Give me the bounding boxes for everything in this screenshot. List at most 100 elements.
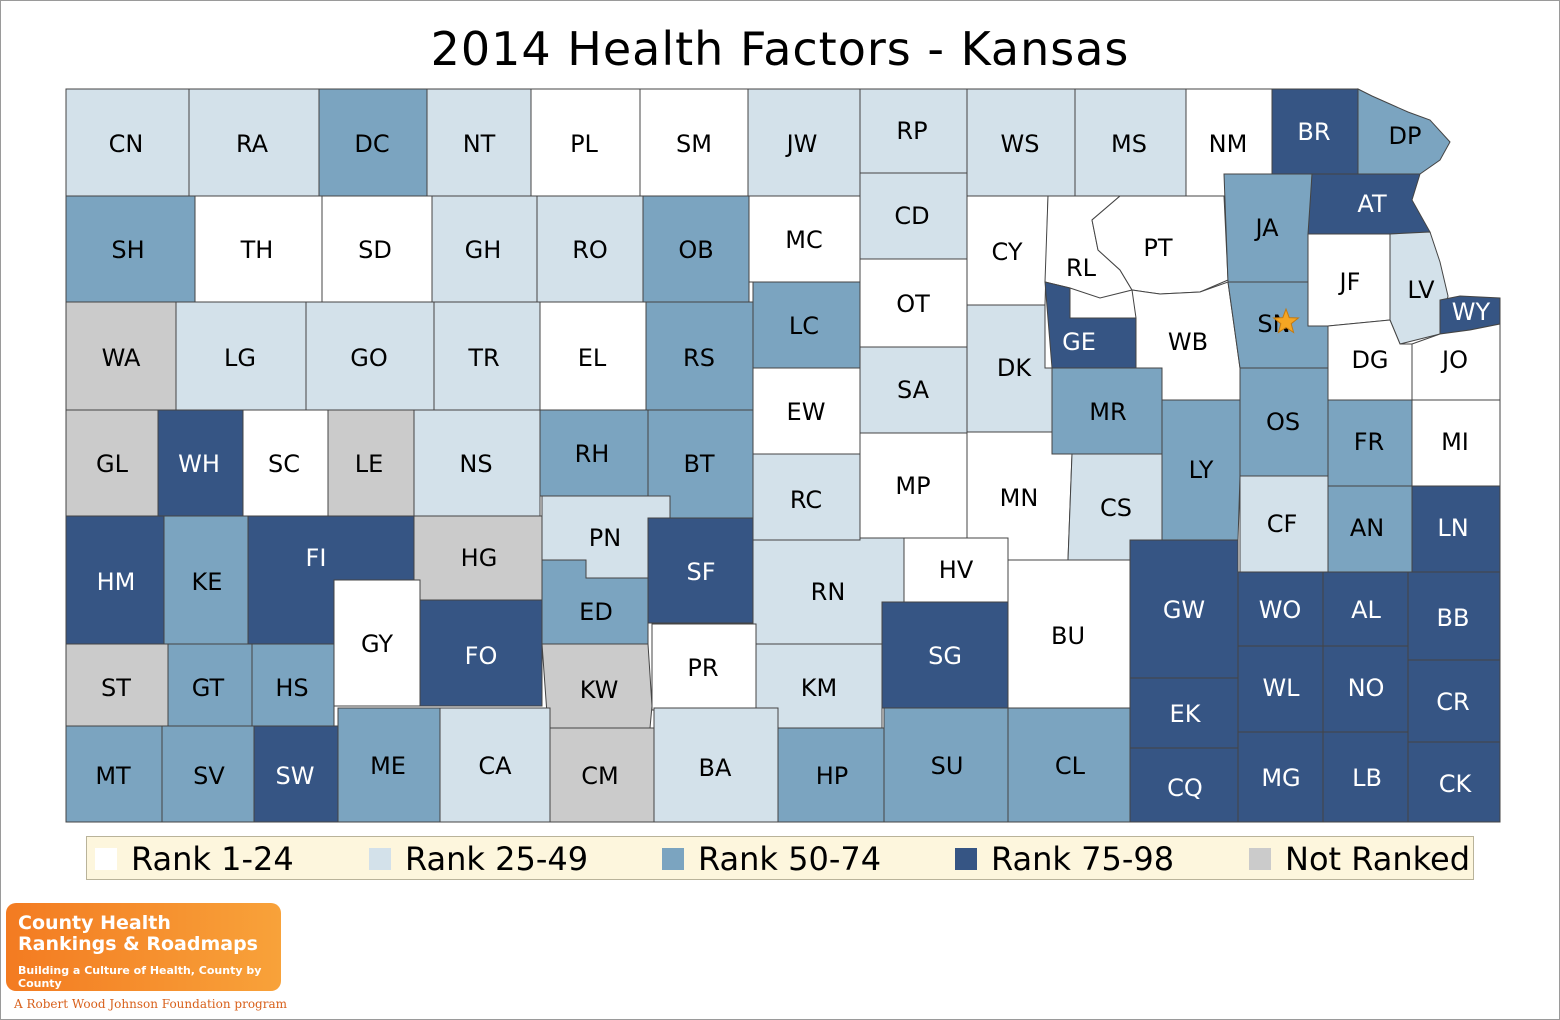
county-label-st: ST — [101, 674, 131, 702]
county-label-mr: MR — [1089, 398, 1126, 426]
chr-logo: County Health Rankings & Roadmaps Buildi… — [6, 903, 281, 991]
legend-item: Rank 1-24 — [95, 837, 294, 881]
county-cq — [1129, 747, 1239, 823]
county-cr — [1407, 659, 1501, 743]
county-label-sa: SA — [897, 376, 930, 404]
county-label-lv: LV — [1407, 276, 1435, 304]
county-label-mp: MP — [895, 472, 930, 500]
map-title: 2014 Health Factors - Kansas — [430, 22, 1130, 76]
star-icon — [1272, 307, 1300, 334]
county-label-rl: RL — [1066, 254, 1097, 282]
legend-label: Rank 25-49 — [405, 840, 589, 878]
county-label-gw: GW — [1163, 596, 1205, 624]
county-st — [65, 643, 169, 727]
county-label-at: AT — [1357, 190, 1387, 218]
county-label-ca: CA — [478, 752, 512, 780]
county-label-jo: JO — [1440, 346, 1468, 374]
county-label-mi: MI — [1441, 428, 1469, 456]
county-label-hs: HS — [275, 674, 308, 702]
legend-label: Rank 1-24 — [131, 840, 294, 878]
county-cd — [859, 172, 968, 260]
county-ck — [1407, 741, 1501, 823]
county-hv — [903, 537, 1009, 603]
county-gy — [333, 579, 421, 707]
county-label-cr: CR — [1436, 688, 1469, 716]
county-label-ws: WS — [1001, 130, 1040, 158]
county-label-rp: RP — [896, 117, 927, 145]
county-hs — [251, 643, 335, 727]
county-mp — [859, 432, 968, 539]
county-label-sc: SC — [268, 450, 300, 478]
county-label-rc: RC — [790, 486, 822, 514]
county-label-ke: KE — [192, 568, 223, 596]
county-label-go: GO — [350, 344, 388, 372]
county-me — [337, 707, 441, 823]
county-label-sf: SF — [686, 558, 715, 586]
county-ln — [1411, 485, 1501, 573]
county-label-me: ME — [370, 752, 406, 780]
county-no — [1322, 645, 1409, 733]
county-label-pn: PN — [589, 524, 621, 552]
county-label-ly: LY — [1189, 456, 1214, 484]
county-lc — [752, 281, 861, 369]
legend-label: Rank 50-74 — [698, 840, 882, 878]
county-gh — [431, 195, 538, 303]
legend-item: Not Ranked — [1249, 837, 1470, 881]
county-sa — [859, 346, 968, 434]
legend-swatch — [95, 848, 117, 870]
county-mt — [65, 725, 163, 823]
county-label-lc: LC — [789, 312, 819, 340]
county-label-mt: MT — [95, 762, 131, 790]
county-wo — [1237, 571, 1324, 647]
county-hp — [777, 727, 885, 823]
county-label-hg: HG — [461, 544, 498, 572]
county-label-wy: WY — [1452, 298, 1491, 326]
county-label-rh: RH — [575, 440, 610, 468]
county-label-pr: PR — [687, 654, 718, 682]
county-label-ed: ED — [579, 598, 613, 626]
county-label-gh: GH — [465, 236, 502, 264]
county-label-nt: NT — [463, 130, 496, 158]
county-ra — [188, 88, 320, 197]
county-cn — [65, 88, 190, 197]
county-label-ck: CK — [1439, 770, 1473, 798]
county-label-lg: LG — [224, 344, 256, 372]
county-os — [1239, 367, 1329, 477]
county-label-el: EL — [578, 344, 607, 372]
county-jw — [747, 88, 861, 197]
county-lg — [175, 301, 307, 411]
county-bb — [1407, 571, 1501, 661]
county-label-sv: SV — [193, 762, 225, 790]
county-label-ge: GE — [1062, 328, 1096, 356]
county-ob — [642, 195, 750, 303]
county-label-pl: PL — [570, 130, 598, 158]
county-label-lb: LB — [1352, 764, 1382, 792]
county-label-no: NO — [1348, 674, 1385, 702]
county-cf — [1239, 475, 1329, 573]
county-label-fr: FR — [1354, 428, 1384, 456]
legend-item: Rank 50-74 — [662, 837, 881, 881]
county-label-sh: SH — [111, 236, 144, 264]
county-ot — [859, 258, 968, 348]
county-label-cy: CY — [992, 238, 1023, 266]
county-label-gy: GY — [361, 630, 393, 658]
county-label-cm: CM — [581, 762, 618, 790]
county-mi — [1411, 399, 1501, 487]
logo-subline: A Robert Wood Johnson Foundation program — [14, 997, 287, 1011]
logo-line-2: Rankings & Roadmaps — [18, 933, 258, 955]
legend-label: Rank 75-98 — [991, 840, 1175, 878]
logo-line-1: County Health — [18, 912, 171, 934]
county-wl — [1237, 645, 1324, 733]
county-label-gl: GL — [96, 450, 129, 478]
county-el — [539, 301, 647, 411]
county-ke — [163, 515, 249, 645]
county-label-jf: JF — [1338, 268, 1361, 296]
county-label-ob: OB — [678, 236, 713, 264]
county-sd — [321, 195, 433, 303]
county-label-gt: GT — [192, 674, 225, 702]
county-label-ot: OT — [896, 290, 930, 318]
legend-swatch — [955, 848, 977, 870]
county-label-kw: KW — [580, 676, 619, 704]
county-th — [194, 195, 323, 303]
